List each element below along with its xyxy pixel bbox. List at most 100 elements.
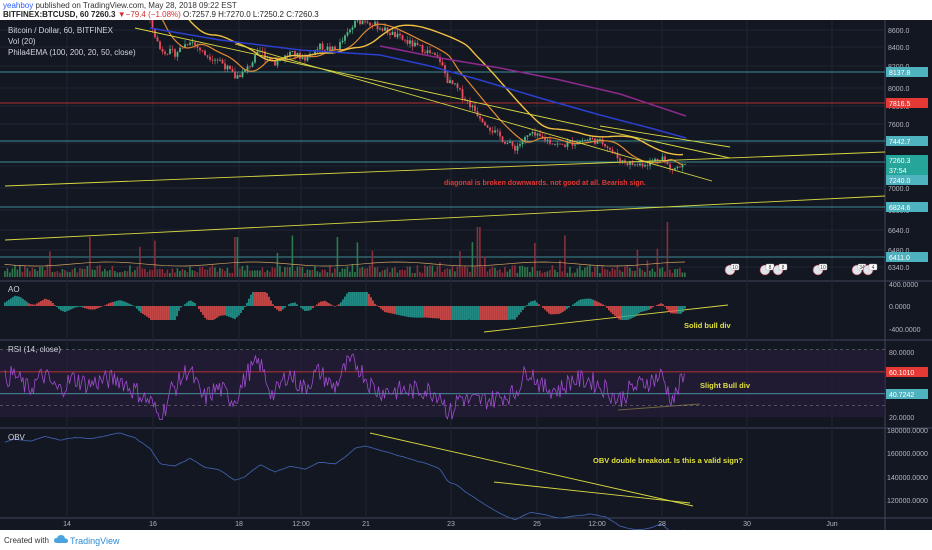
ao-bar xyxy=(220,306,222,316)
ao-bar xyxy=(372,300,374,306)
volume-bar xyxy=(651,268,654,277)
price-label-bg xyxy=(886,202,928,212)
volume-bar xyxy=(331,272,334,277)
ao-bar xyxy=(624,306,626,320)
ao-bar xyxy=(226,306,228,317)
volume-bar xyxy=(426,266,429,277)
volume-bar xyxy=(664,271,666,277)
volume-bar xyxy=(644,271,646,277)
ao-bar xyxy=(76,306,78,308)
ao-bar xyxy=(110,302,112,306)
candle xyxy=(626,162,629,165)
volume-bar xyxy=(211,265,214,277)
candle xyxy=(579,141,581,144)
candle xyxy=(644,164,646,167)
ao-bar xyxy=(576,301,578,306)
ao-bar xyxy=(468,306,470,320)
ao-bar xyxy=(136,306,138,309)
candle xyxy=(621,160,624,163)
ao-bar xyxy=(80,306,82,307)
ao-bar xyxy=(338,304,340,306)
candle xyxy=(179,47,181,53)
time-axis[interactable]: 14 16 18 12:00 21 23 25 12:00 28 30 Jun xyxy=(63,521,838,528)
volume-ma xyxy=(4,261,686,267)
ao-bar xyxy=(456,306,458,320)
tradingview-brand[interactable]: TradingView xyxy=(54,533,134,547)
ao-bar xyxy=(82,306,84,308)
ao-bar xyxy=(46,299,48,306)
volume-bar xyxy=(401,269,404,277)
chart-canvas[interactable]: 10 8 8 10 34 4 Bitcoin / Dollar, 60, BITFINEX… xyxy=(0,20,932,530)
ao-bar xyxy=(360,292,362,306)
candle xyxy=(379,28,381,30)
event-icons[interactable]: 10 8 8 10 34 4 xyxy=(724,263,878,276)
ao-bar xyxy=(532,300,534,306)
ao-bar xyxy=(124,301,126,306)
ao-bar xyxy=(336,305,338,306)
ao-bar xyxy=(148,306,150,318)
candle xyxy=(501,136,504,142)
volume-bar xyxy=(239,268,241,277)
candle xyxy=(546,139,549,141)
volume-bar xyxy=(449,269,451,277)
candle xyxy=(224,63,226,70)
candle xyxy=(664,156,666,161)
ao-bar xyxy=(48,299,50,306)
price-label-bg xyxy=(886,252,928,262)
volume-bar xyxy=(24,265,26,277)
volume-bar xyxy=(186,272,189,277)
cloud-icon xyxy=(54,535,68,543)
ao-bar xyxy=(648,306,650,310)
volume-bar xyxy=(56,271,59,277)
candle xyxy=(489,127,491,131)
candle xyxy=(641,163,644,167)
volume-bar xyxy=(224,271,226,277)
ao-bar xyxy=(230,306,232,318)
candle xyxy=(341,40,344,43)
ao-bar xyxy=(246,302,248,306)
volume-bar xyxy=(506,271,509,277)
ao-bar xyxy=(356,292,358,306)
ao-bar xyxy=(594,300,596,306)
volume-bar xyxy=(526,267,529,277)
candle xyxy=(646,164,649,166)
candle xyxy=(619,158,621,163)
candle xyxy=(196,45,199,48)
ao-bar xyxy=(334,306,336,307)
ao-bar xyxy=(318,302,320,306)
volume-bar xyxy=(549,269,551,277)
volume-bar xyxy=(234,237,236,277)
candle xyxy=(499,131,501,137)
volume-bar xyxy=(71,269,74,277)
volume-bar xyxy=(291,235,294,277)
candle xyxy=(291,51,294,53)
ao-bar xyxy=(522,306,524,310)
price-label: 6411.0 xyxy=(886,252,928,262)
volume-bar xyxy=(131,271,134,277)
ao-bar xyxy=(508,306,510,320)
candle xyxy=(609,147,611,150)
volume-bar xyxy=(454,271,456,277)
ao-bar xyxy=(544,306,546,310)
candle xyxy=(219,59,221,61)
author-link[interactable]: yeahboy xyxy=(3,1,34,10)
ao-bar xyxy=(476,306,478,320)
ao-bar xyxy=(280,306,282,312)
volume-bar xyxy=(261,267,264,277)
ao-bar xyxy=(628,306,630,320)
ao-bar xyxy=(300,306,302,308)
volume-bar xyxy=(376,267,379,277)
ao-bar xyxy=(376,305,378,306)
ao-bar xyxy=(242,306,244,310)
price-label-bg xyxy=(886,98,928,108)
volume-bar xyxy=(134,270,136,277)
chart-svg[interactable]: 10 8 8 10 34 4 Bitcoin / Dollar, 60, BITFINEX… xyxy=(0,20,932,530)
volume-bar xyxy=(324,269,326,277)
price-label-text: 7260.3 xyxy=(889,158,911,165)
candle xyxy=(216,59,219,61)
obv-annotation: OBV double breakout. Is this a valid sig… xyxy=(593,456,743,465)
volume-bar xyxy=(104,268,106,277)
price-axis[interactable]: 8600.08400.08200.08000.07800.07600.07400… xyxy=(886,28,928,505)
candle xyxy=(456,83,459,88)
volume-bar xyxy=(21,271,24,277)
